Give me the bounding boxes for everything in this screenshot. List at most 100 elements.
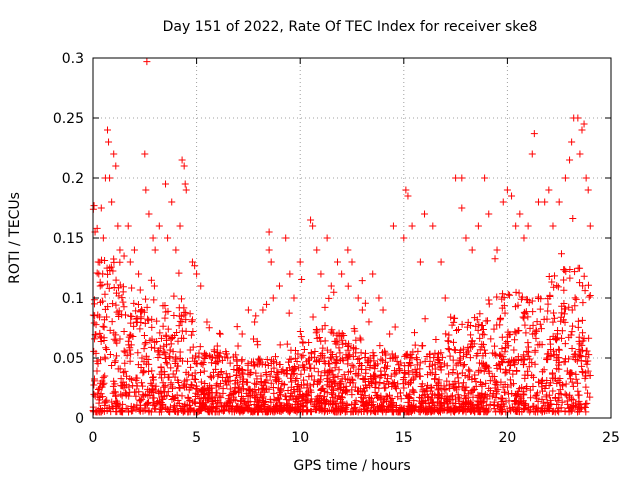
data-point bbox=[386, 403, 394, 411]
data-point bbox=[321, 303, 329, 311]
data-point bbox=[449, 366, 457, 374]
data-point bbox=[575, 337, 583, 345]
data-point bbox=[118, 294, 126, 302]
data-point bbox=[112, 301, 120, 309]
data-point bbox=[349, 353, 357, 361]
data-point bbox=[553, 401, 561, 409]
data-point bbox=[338, 394, 346, 402]
data-point bbox=[184, 357, 192, 365]
data-point bbox=[549, 370, 557, 378]
x-tick-label: 0 bbox=[89, 430, 98, 446]
data-point bbox=[576, 351, 584, 359]
data-point bbox=[219, 356, 227, 364]
data-point bbox=[361, 299, 369, 307]
data-point bbox=[338, 405, 346, 413]
data-point bbox=[506, 404, 514, 412]
data-point bbox=[305, 373, 313, 381]
data-point bbox=[236, 403, 244, 411]
data-point bbox=[130, 322, 138, 330]
data-point bbox=[196, 368, 204, 376]
data-point bbox=[476, 392, 484, 400]
data-point bbox=[458, 204, 466, 212]
data-point bbox=[264, 362, 272, 370]
data-point bbox=[318, 407, 326, 415]
data-point bbox=[285, 364, 293, 372]
data-point bbox=[112, 276, 120, 284]
data-point bbox=[299, 392, 307, 400]
data-point bbox=[266, 372, 274, 380]
data-point bbox=[325, 407, 333, 415]
data-point bbox=[569, 214, 577, 222]
data-point bbox=[256, 391, 264, 399]
data-point bbox=[556, 386, 564, 394]
data-point bbox=[391, 323, 399, 331]
data-point bbox=[275, 282, 283, 290]
data-point bbox=[161, 355, 169, 363]
data-point bbox=[126, 346, 134, 354]
data-point bbox=[99, 270, 107, 278]
data-point bbox=[112, 392, 120, 400]
data-point bbox=[255, 356, 263, 364]
data-point bbox=[276, 360, 284, 368]
data-point bbox=[217, 380, 225, 388]
data-point bbox=[122, 390, 130, 398]
data-point bbox=[475, 359, 483, 367]
data-point bbox=[433, 405, 441, 413]
data-point bbox=[416, 365, 424, 373]
data-point bbox=[157, 364, 165, 372]
data-point bbox=[404, 192, 412, 200]
data-point bbox=[191, 352, 199, 360]
data-point bbox=[565, 393, 573, 401]
data-point bbox=[557, 250, 565, 258]
data-point bbox=[400, 234, 408, 242]
data-point bbox=[551, 393, 559, 401]
data-point bbox=[307, 216, 315, 224]
data-point bbox=[187, 381, 195, 389]
data-point bbox=[424, 400, 432, 408]
data-point bbox=[317, 399, 325, 407]
data-point bbox=[252, 380, 260, 388]
data-point bbox=[508, 192, 516, 200]
data-point bbox=[389, 222, 397, 230]
data-point bbox=[445, 406, 453, 414]
data-point bbox=[132, 374, 140, 382]
data-point bbox=[164, 325, 172, 333]
data-point bbox=[127, 319, 135, 327]
data-point bbox=[314, 368, 322, 376]
data-point bbox=[296, 258, 304, 266]
data-point bbox=[101, 305, 109, 313]
data-point bbox=[104, 126, 112, 134]
data-point bbox=[98, 281, 106, 289]
data-point bbox=[141, 150, 149, 158]
data-point bbox=[186, 310, 194, 318]
data-point bbox=[145, 387, 153, 395]
data-point bbox=[560, 276, 568, 284]
data-point bbox=[553, 282, 561, 290]
data-point bbox=[354, 294, 362, 302]
data-point bbox=[501, 381, 509, 389]
data-point bbox=[529, 383, 537, 391]
data-point bbox=[568, 378, 576, 386]
data-point bbox=[578, 126, 586, 134]
data-point bbox=[258, 360, 266, 368]
data-point bbox=[422, 385, 430, 393]
data-point bbox=[110, 329, 118, 337]
data-point bbox=[574, 379, 582, 387]
data-point bbox=[116, 335, 124, 343]
data-point bbox=[307, 388, 315, 396]
data-point bbox=[132, 307, 140, 315]
data-point bbox=[220, 406, 228, 414]
data-point bbox=[330, 386, 338, 394]
data-point bbox=[102, 344, 110, 352]
data-point bbox=[290, 369, 298, 377]
data-point bbox=[321, 337, 329, 345]
data-point bbox=[262, 371, 270, 379]
data-point bbox=[110, 150, 118, 158]
data-point bbox=[325, 294, 333, 302]
data-point bbox=[568, 138, 576, 146]
data-point bbox=[517, 355, 525, 363]
data-point bbox=[332, 353, 340, 361]
data-point bbox=[524, 313, 532, 321]
data-point bbox=[150, 282, 158, 290]
data-point bbox=[90, 407, 98, 415]
